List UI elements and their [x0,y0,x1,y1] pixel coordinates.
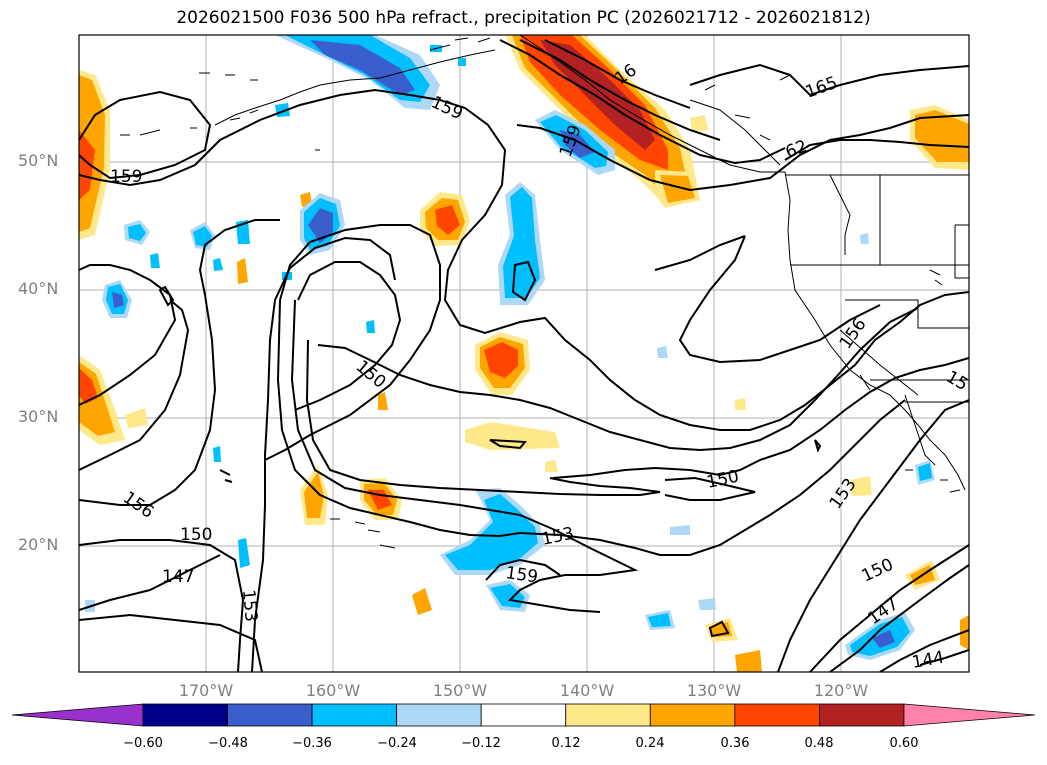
lat-label: 20°N [18,535,59,554]
colorbar-swatch [142,703,228,727]
colorbar-tick-label: 0.36 [720,736,750,751]
colorbar-swatch [480,703,567,727]
colorbar-swatch [396,703,482,727]
lon-label: 160°W [305,681,361,700]
colorbar-tick-label: 0.48 [804,736,834,751]
lat-label: 40°N [18,279,59,298]
colorbar-tick-label: −0.24 [377,736,417,751]
colorbar-swatch [227,703,313,727]
colorbar-tick-label: 0.60 [889,736,919,751]
colorbar-tick-label: −0.60 [123,736,163,751]
contour-label: 147 [162,567,194,587]
colorbar-tick-label: −0.48 [208,736,248,751]
coastlines [120,35,969,549]
colorbar-tick-label: 0.12 [551,736,581,751]
lon-label: 170°W [178,681,234,700]
colorbar-extend-low [11,703,144,727]
colorbar-swatch [565,703,651,727]
colorbar-swatch [734,703,820,727]
map-frame [78,34,970,673]
contour-label: 156 [119,488,157,523]
contour-label: 144 [910,648,945,673]
contour-label: 159 [110,167,142,187]
lon-label: 130°W [686,681,742,700]
contour-label: 159 [504,563,539,587]
colorbar-swatch [819,703,905,727]
contour-159-north [79,90,212,180]
colorbar-tick-label: 0.24 [635,736,665,751]
lon-label: 120°W [813,681,869,700]
colorbar-tick-label: −0.36 [292,736,332,751]
contour-label: 153 [238,589,261,623]
precip-positive-shading [79,35,969,672]
colorbar-swatch [649,703,736,727]
lat-label: 50°N [18,151,59,170]
contour-lines [79,39,969,672]
contour-label: 150 [180,525,212,545]
contour-label: 150 [705,467,741,493]
colorbar-tick-label: −0.12 [461,736,501,751]
lon-label: 150°W [432,681,488,700]
colorbar-swatch [311,703,398,727]
contour-label: 165 [803,73,840,103]
contour-label: 150 [352,357,390,393]
colorbar-extend-high [903,703,1036,727]
contour-label: 15 [943,367,972,395]
lat-label: 30°N [18,407,59,426]
map-title: 2026021500 F036 500 hPa refract., precip… [176,8,871,28]
colorbar [11,703,1036,727]
lon-label: 140°W [559,681,615,700]
